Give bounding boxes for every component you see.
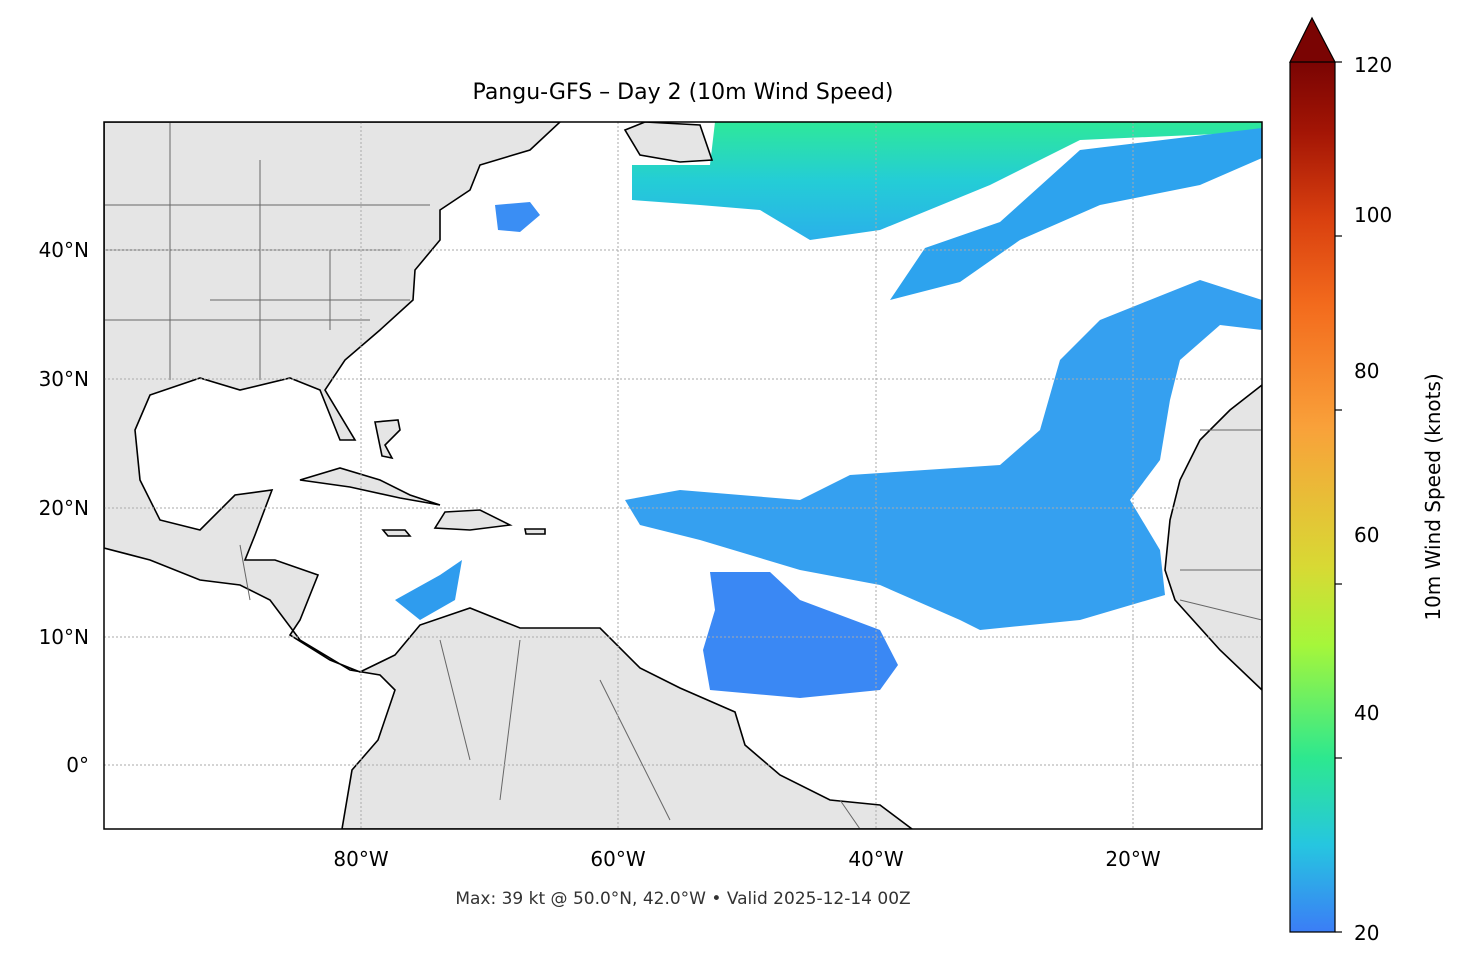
lat-label: 0° (66, 753, 89, 777)
land-jamaica (381, 529, 412, 537)
lat-label: 30°N (39, 367, 89, 391)
wind-field (250, 122, 1262, 698)
map-area (104, 122, 1262, 829)
colorbar-tick: 20 (1354, 921, 1379, 945)
lat-label: 10°N (39, 625, 89, 649)
land-americas (104, 122, 914, 829)
lat-tick-labels: 40°N 30°N 20°N 10°N 0° (39, 238, 89, 777)
wind-region-trade-winds (625, 280, 1262, 630)
colorbar-label: 10m Wind Speed (knots) (1421, 373, 1445, 620)
wind-region-equatorial (703, 572, 898, 698)
colorbar-tick: 80 (1354, 359, 1379, 383)
lon-label: 60°W (590, 847, 645, 871)
lon-label: 80°W (333, 847, 388, 871)
colorbar-tick: 120 (1354, 53, 1392, 77)
land-newfoundland (623, 122, 714, 163)
chart-title: Pangu-GFS – Day 2 (10m Wind Speed) (473, 80, 894, 105)
land-puerto-rico (524, 528, 546, 535)
colorbar-gradient (1290, 62, 1335, 932)
lat-label: 40°N (39, 238, 89, 262)
map-frame (103, 121, 1263, 830)
lon-tick-labels: 80°W 60°W 40°W 20°W (333, 847, 1160, 871)
colorbar-extend-max-arrow (1289, 16, 1336, 63)
gridlines (104, 122, 1262, 829)
land-bahamas (374, 419, 401, 460)
colorbar-tick: 60 (1354, 523, 1379, 547)
colorbar: 20 40 60 80 100 120 10m Wind Speed (knot… (1289, 16, 1445, 945)
colorbar-tick: 100 (1354, 203, 1392, 227)
wind-region-northeast-band (890, 128, 1262, 300)
footer-info: Max: 39 kt @ 50.0°N, 42.0°W • Valid 2025… (455, 889, 910, 909)
lat-label: 20°N (39, 496, 89, 520)
land-hispaniola (433, 509, 513, 531)
wind-region-caribbean (395, 560, 462, 620)
colorbar-tick: 40 (1354, 701, 1379, 725)
lon-label: 40°W (848, 847, 903, 871)
lon-label: 20°W (1105, 847, 1160, 871)
wind-region-north-atlantic (632, 122, 1262, 240)
land-cuba (299, 467, 441, 506)
